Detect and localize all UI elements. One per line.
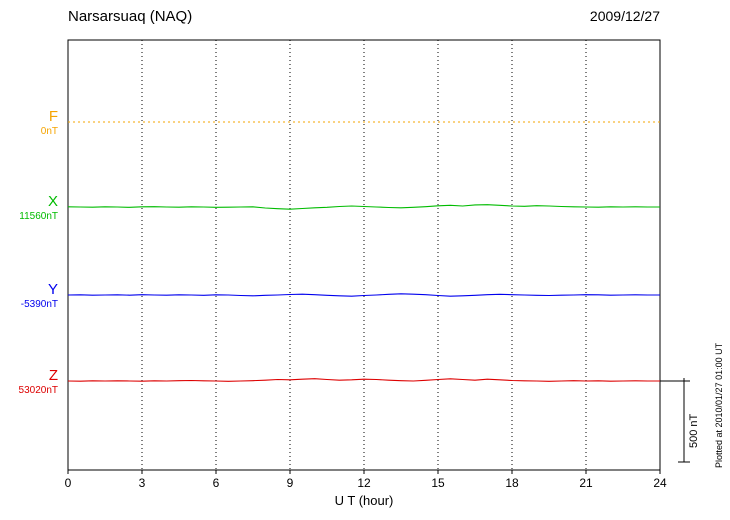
x-tick-label: 15: [431, 476, 445, 490]
series-letter-F: F: [48, 108, 58, 125]
scale-bar-label: 500 nT: [688, 413, 700, 448]
series-line-X: [67, 204, 660, 210]
station-title: Narsarsuaq (NAQ): [68, 8, 193, 25]
series-label-F: F 0nT: [41, 109, 58, 137]
plot-frame: [67, 39, 661, 471]
series-letter-X: X: [47, 193, 58, 210]
series-baseline-X: 11560nT: [19, 211, 58, 222]
x-tick-label: 0: [65, 476, 72, 490]
plot-date: 2009/12/27: [589, 8, 660, 24]
x-tick-label: 24: [653, 476, 667, 490]
series-baseline-Z: 53020nT: [18, 385, 58, 396]
x-tick-label: 9: [287, 476, 294, 490]
series-baseline-Y: -5390nT: [20, 299, 58, 310]
series-label-X: X 11560nT: [19, 194, 58, 222]
x-tick-label: 6: [213, 476, 220, 490]
series-letter-Y: Y: [47, 281, 58, 298]
x-tick-label: 3: [139, 476, 146, 490]
series-label-Y: Y -5390nT: [21, 282, 58, 310]
series-label-Z: Z 53020nT: [19, 368, 58, 396]
series-line-Z: [67, 378, 660, 382]
x-tick-label: 12: [357, 476, 371, 490]
series-baseline-F: 0nT: [40, 126, 58, 137]
x-tick-label: 18: [505, 476, 519, 490]
x-axis-label: U T (hour): [334, 493, 394, 508]
x-tick-label: 21: [579, 476, 593, 490]
plotted-at-note: Plotted at 2010/01/27 01:00 UT: [714, 342, 724, 468]
series-line-Y: [67, 293, 660, 297]
series-letter-Z: Z: [48, 367, 58, 384]
